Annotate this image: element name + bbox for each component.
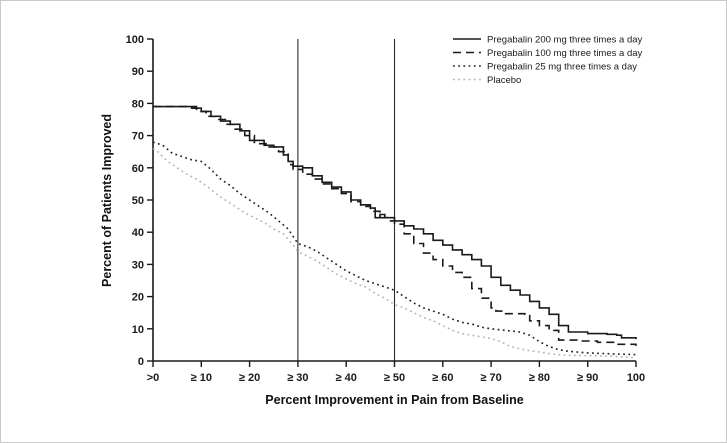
x-tick-label: ≥ 90 <box>577 372 598 384</box>
legend-item-pregabalin-100mg: Pregabalin 100 mg three times a day <box>453 48 643 59</box>
x-tick-label: 100 <box>627 372 645 384</box>
x-tick-label: ≥ 60 <box>432 372 453 384</box>
x-axis-ticks: >0 ≥ 10 ≥ 20 ≥ 30 ≥ 40 ≥ 50 ≥ 60 ≥ 70 ≥ 80 ≥ 90 10… <box>147 361 645 384</box>
reference-lines <box>297 39 396 361</box>
x-tick-label: ≥ 10 <box>191 372 212 384</box>
y-tick-label: 50 <box>132 195 144 207</box>
x-tick-label: ≥ 20 <box>239 372 260 384</box>
legend-label: Pregabalin 200 mg three times a day <box>487 35 643 46</box>
x-tick-label: ≥ 40 <box>336 372 357 384</box>
y-tick-label: 10 <box>132 324 144 336</box>
x-tick-label: ≥ 70 <box>480 372 501 384</box>
legend: Pregabalin 200 mg three times a day Prega… <box>453 35 643 86</box>
y-tick-label: 0 <box>138 356 144 368</box>
legend-label: Placebo <box>487 75 521 86</box>
legend-label: Pregabalin 25 mg three times a day <box>487 62 637 73</box>
y-tick-label: 70 <box>132 131 144 143</box>
x-tick-label: >0 <box>147 372 160 384</box>
x-tick-label: ≥ 80 <box>529 372 550 384</box>
y-tick-label: 20 <box>132 292 144 304</box>
y-tick-label: 30 <box>132 259 144 271</box>
y-tick-label: 90 <box>132 66 144 78</box>
legend-item-pregabalin-200mg: Pregabalin 200 mg three times a day <box>453 35 643 46</box>
y-tick-label: 40 <box>132 227 144 239</box>
x-axis-title: Percent Improvement in Pain from Baselin… <box>265 393 524 407</box>
legend-label: Pregabalin 100 mg three times a day <box>487 48 643 59</box>
y-tick-label: 60 <box>132 163 144 175</box>
data-series <box>152 105 637 359</box>
y-tick-label: 100 <box>126 34 144 46</box>
series-line-pregabalin-100mg <box>153 105 637 346</box>
y-tick-label: 80 <box>132 98 144 110</box>
y-axis-ticks: 0 10 20 30 40 50 60 70 80 90 100 <box>126 34 153 368</box>
legend-item-placebo: Placebo <box>453 75 521 86</box>
series-line-pregabalin-200mg <box>153 105 637 340</box>
series-line-placebo <box>152 147 637 359</box>
series-line-pregabalin-25mg <box>152 141 637 356</box>
y-axis-title: Percent of Patients Improved <box>100 113 114 287</box>
y-axis-title-container: Percent of Patients Improved <box>95 39 119 361</box>
x-tick-label: ≥ 50 <box>384 372 405 384</box>
legend-item-pregabalin-25mg: Pregabalin 25 mg three times a day <box>453 62 637 73</box>
x-tick-label: ≥ 30 <box>287 372 308 384</box>
